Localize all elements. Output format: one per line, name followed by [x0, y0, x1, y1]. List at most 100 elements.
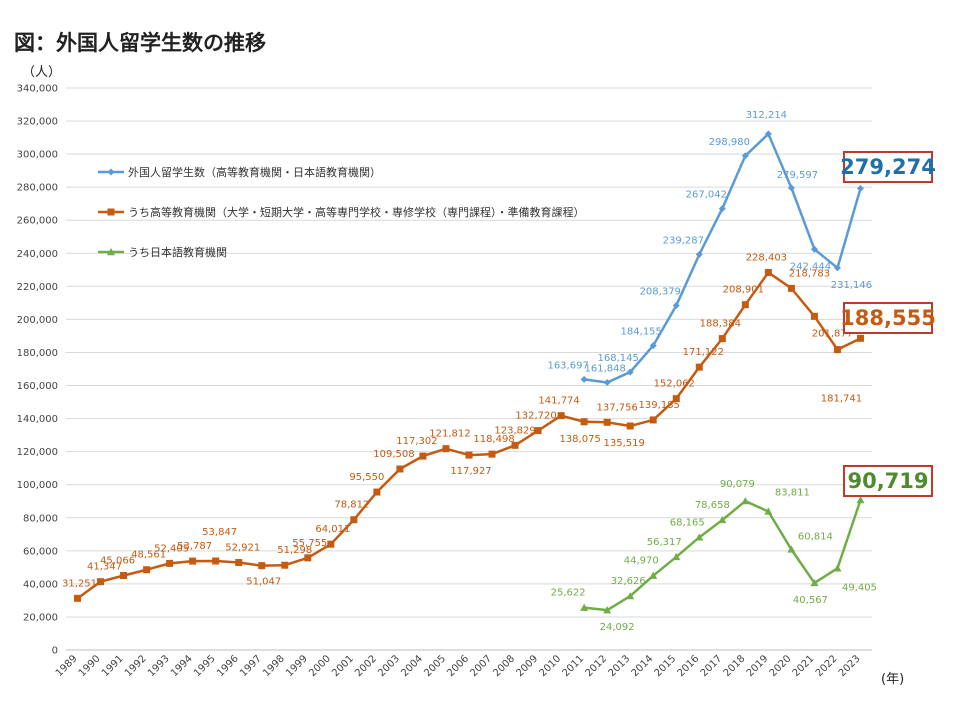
x-tick-label: 2011: [560, 653, 586, 679]
y-tick-label: 40,000: [23, 579, 58, 590]
data-point: [833, 564, 842, 572]
data-point: [166, 559, 174, 567]
data-point: [143, 566, 151, 574]
x-tick-label: 2007: [468, 653, 494, 679]
y-tick-label: 120,000: [17, 447, 58, 458]
data-point: [787, 284, 795, 292]
data-label: 184,155: [621, 327, 662, 338]
data-label: 68,165: [670, 517, 705, 528]
data-point: [741, 497, 750, 505]
data-point: [856, 496, 865, 504]
data-point: [534, 427, 542, 435]
y-tick-label: 220,000: [17, 282, 58, 293]
data-label: 208,379: [640, 287, 681, 298]
data-point: [695, 250, 703, 258]
data-label: 83,811: [775, 487, 810, 498]
x-tick-label: 1992: [123, 653, 149, 679]
data-point: [580, 418, 588, 426]
data-label: 52,405: [154, 543, 189, 554]
data-point: [649, 416, 657, 424]
data-point: [419, 452, 427, 460]
callout-box: [843, 465, 933, 497]
data-point: [626, 592, 635, 600]
data-label: 168,145: [598, 353, 639, 364]
data-label: 201,877: [812, 328, 853, 339]
data-label: 267,042: [686, 190, 727, 201]
data-point: [718, 205, 726, 213]
data-label: 231,146: [831, 280, 872, 291]
data-point: [718, 335, 726, 343]
callout-value: 188,555: [840, 306, 936, 330]
y-tick-label: 340,000: [17, 84, 58, 95]
x-tick-label: 1993: [146, 653, 172, 679]
data-point: [695, 363, 703, 371]
x-tick-label: 1997: [238, 653, 264, 679]
data-point: [626, 368, 634, 376]
x-tick-label: 1989: [54, 653, 80, 679]
legend-entry: うち日本語教育機関: [128, 245, 227, 259]
data-label: 31,251: [62, 578, 97, 589]
data-point: [856, 184, 864, 192]
data-point: [511, 441, 519, 449]
legend-entry: 外国人留学生数（高等教育機関・日本語教育機関）: [128, 165, 381, 179]
data-label: 228,403: [746, 252, 787, 263]
x-tick-label: 2020: [768, 653, 794, 679]
data-label: 40,567: [793, 595, 828, 606]
x-tick-label: 1996: [215, 653, 241, 679]
series-lines: [74, 130, 865, 614]
data-point: [120, 572, 128, 580]
y-tick-label: 100,000: [17, 480, 58, 491]
data-label: 135,519: [604, 438, 645, 449]
data-label: 64,011: [315, 524, 350, 535]
data-point: [465, 451, 473, 459]
series-group: [74, 268, 864, 602]
data-label: 279,597: [777, 170, 818, 181]
y-tick-label: 160,000: [17, 381, 58, 392]
data-point: [189, 557, 197, 565]
data-label: 208,901: [723, 285, 764, 296]
data-label: 188,384: [700, 319, 741, 330]
data-label: 121,812: [429, 429, 470, 440]
y-tick-label: 20,000: [23, 612, 58, 623]
data-point: [810, 245, 818, 253]
data-label: 51,298: [277, 545, 312, 556]
x-tick-label: 2012: [584, 653, 610, 679]
data-label: 51,047: [246, 577, 281, 588]
data-label: 44,970: [624, 556, 659, 567]
data-label: 41,347: [87, 562, 122, 573]
data-point: [373, 488, 381, 496]
y-tick-label: 60,000: [23, 546, 58, 557]
y-tick-label: 180,000: [17, 348, 58, 359]
data-label: 298,980: [709, 137, 750, 148]
data-label: 32,626: [611, 576, 646, 587]
data-point: [557, 412, 565, 420]
x-tick-label: 2023: [837, 653, 863, 679]
data-point: [833, 264, 841, 272]
y-tick-label: 200,000: [17, 315, 58, 326]
data-point: [107, 168, 115, 176]
data-label: 95,550: [349, 472, 384, 483]
x-tick-label: 2021: [791, 653, 817, 679]
x-tick-label: 2019: [745, 653, 771, 679]
x-tick-label: 2008: [491, 653, 517, 679]
x-tick-label: 2018: [722, 653, 748, 679]
data-point: [649, 342, 657, 350]
legend-entry: うち高等教育機関（大学・短期大学・高等専門学校・専修学校（専門課程）・準備教育課…: [128, 205, 585, 219]
data-label: 78,658: [695, 500, 730, 511]
x-tick-label: 2010: [537, 653, 563, 679]
data-point: [833, 346, 841, 354]
data-point: [741, 301, 749, 309]
data-label: 78,812: [334, 500, 369, 511]
chart-title: 図：外国人留学生数の推移: [14, 31, 266, 55]
data-point: [580, 375, 588, 383]
x-tick-label: 2013: [607, 653, 633, 679]
callout-box: [843, 151, 933, 183]
data-label: 117,927: [450, 466, 491, 477]
data-point: [281, 561, 289, 569]
data-label: 49,405: [842, 582, 877, 593]
y-axis-unit: （人）: [22, 65, 61, 80]
data-point: [764, 507, 773, 515]
y-tick-label: 280,000: [17, 183, 58, 194]
data-label: 109,508: [373, 449, 414, 460]
